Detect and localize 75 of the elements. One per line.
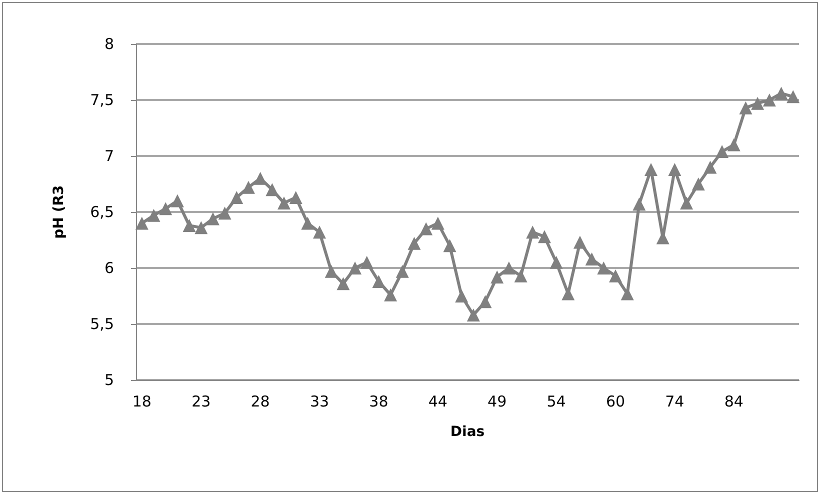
point — [727, 138, 740, 152]
point — [786, 90, 800, 104]
point — [194, 221, 208, 234]
point — [242, 180, 255, 194]
x-tick-label: 23 — [192, 392, 211, 410]
point — [502, 262, 516, 274]
x-tick-label: 49 — [488, 392, 507, 410]
point — [336, 277, 350, 290]
point — [170, 194, 184, 208]
x-axis-title: Dias — [450, 424, 485, 440]
point — [408, 236, 421, 250]
y-tick-label: 8 — [104, 35, 114, 53]
y-tick-label: 7 — [104, 147, 114, 165]
x-tick-label: 84 — [724, 392, 744, 410]
point — [774, 86, 788, 100]
point — [751, 96, 764, 110]
point — [585, 252, 598, 266]
y-tick-label: 6 — [104, 259, 114, 277]
x-tick-label: 44 — [428, 392, 448, 410]
point — [478, 295, 492, 308]
x-tick-label: 54 — [546, 392, 566, 410]
point — [301, 216, 314, 230]
point — [431, 216, 444, 230]
point — [159, 202, 172, 216]
point — [644, 162, 658, 176]
point — [514, 269, 528, 282]
point — [704, 160, 717, 174]
point — [313, 226, 326, 239]
point — [455, 290, 468, 302]
point — [668, 162, 682, 176]
x-tick-label: 38 — [369, 392, 388, 410]
point — [218, 206, 232, 220]
point — [490, 270, 504, 284]
point — [608, 269, 622, 282]
point — [692, 178, 705, 190]
point — [550, 256, 563, 269]
point — [739, 101, 752, 114]
point — [360, 256, 374, 269]
point — [384, 288, 398, 302]
y-tick-label: 6,5 — [90, 203, 114, 221]
point — [182, 218, 196, 232]
point — [348, 262, 362, 274]
y-axis-title: pH (R3 — [51, 185, 67, 239]
point — [324, 264, 338, 278]
point — [254, 172, 267, 185]
y-tick-label: 5,5 — [90, 315, 114, 333]
y-tick-label: 7,5 — [90, 91, 114, 109]
point — [526, 226, 540, 239]
point — [147, 208, 160, 222]
x-tick-label: 28 — [250, 392, 270, 410]
point — [396, 264, 409, 278]
point — [597, 262, 610, 274]
point — [632, 198, 646, 211]
y-tick-label: 5 — [104, 371, 114, 389]
x-tick-label: 18 — [132, 392, 152, 410]
point — [420, 222, 433, 236]
x-tick-label: 33 — [310, 392, 330, 410]
point — [573, 236, 586, 249]
x-tick-label: 60 — [606, 392, 626, 410]
point — [372, 274, 386, 288]
point — [135, 216, 148, 230]
point — [538, 230, 551, 244]
point — [466, 308, 480, 322]
point — [289, 190, 302, 204]
point — [562, 287, 575, 300]
point — [680, 196, 694, 210]
point — [716, 145, 729, 158]
x-tick-label: 74 — [665, 392, 684, 410]
point — [620, 287, 634, 300]
point — [230, 190, 244, 204]
point — [266, 183, 279, 196]
point — [277, 196, 290, 210]
point — [762, 94, 776, 106]
point — [443, 239, 456, 252]
point — [206, 212, 220, 226]
